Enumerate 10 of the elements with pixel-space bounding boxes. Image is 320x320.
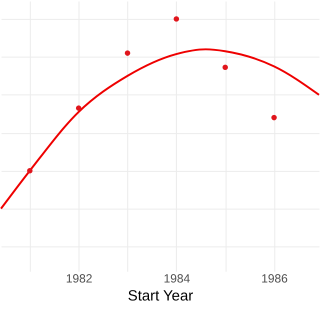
point: [271, 114, 277, 120]
x-tick-label: 1986: [261, 272, 288, 286]
x-tick-label: 1984: [164, 272, 190, 286]
point: [222, 64, 228, 70]
point: [124, 50, 130, 56]
point: [76, 105, 82, 111]
x-tick-label: 1982: [66, 272, 93, 286]
point: [27, 168, 33, 174]
x-axis-title: Start Year: [128, 288, 194, 305]
point: [174, 16, 180, 22]
